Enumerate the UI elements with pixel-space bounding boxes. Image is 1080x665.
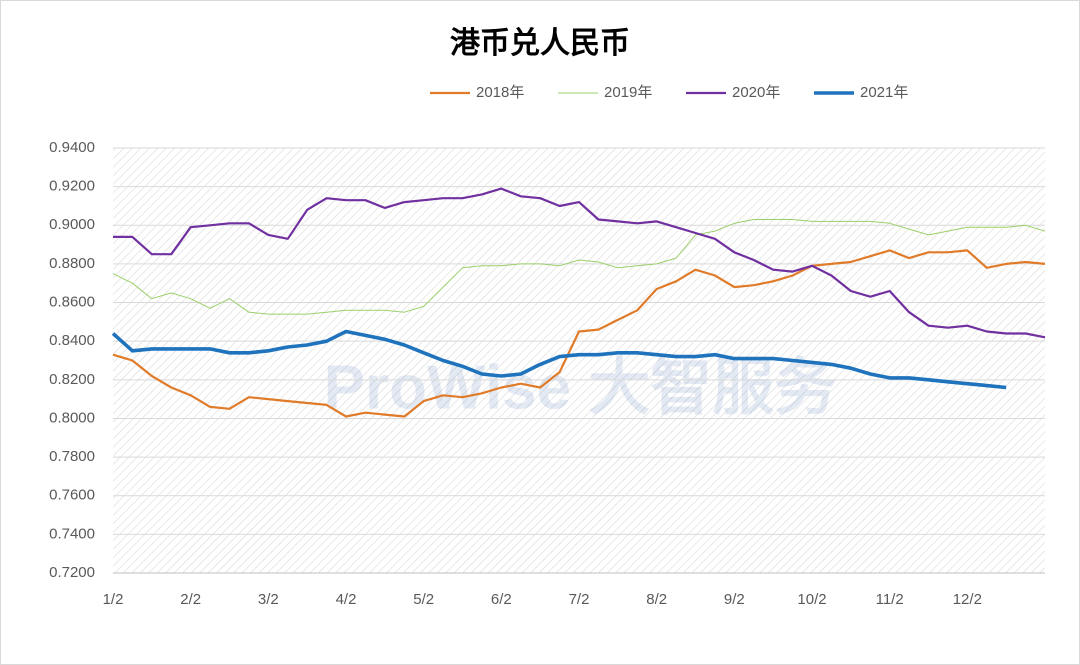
y-tick-label: 0.7400: [49, 525, 95, 542]
x-tick-label: 6/2: [491, 591, 512, 608]
y-tick-label: 0.8800: [49, 255, 95, 272]
y-tick-label: 0.9200: [49, 178, 95, 195]
x-tick-label: 4/2: [336, 591, 357, 608]
x-tick-label: 5/2: [413, 591, 434, 608]
x-tick-label: 7/2: [569, 591, 590, 608]
y-tick-label: 0.7600: [49, 487, 95, 504]
series-line: [113, 187, 1046, 339]
y-tick-label: 0.8200: [49, 371, 95, 388]
x-tick-label: 9/2: [724, 591, 745, 608]
legend-label: 2018年: [476, 84, 524, 101]
series-line: [112, 249, 1046, 418]
x-tick-label: 10/2: [797, 591, 826, 608]
legend-label: 2020年: [732, 84, 780, 101]
watermark: ProWise 大智服务: [324, 353, 837, 422]
y-tick-label: 0.7800: [49, 448, 95, 465]
y-tick-label: 0.9000: [49, 216, 95, 233]
x-tick-label: 8/2: [646, 591, 667, 608]
legend-label: 2019年: [604, 84, 652, 101]
x-tick-label: 12/2: [953, 591, 982, 608]
series-line: [111, 329, 1007, 390]
y-tick-label: 0.7200: [49, 564, 95, 581]
x-tick-label: 11/2: [876, 591, 904, 608]
x-tick-label: 2/2: [180, 591, 201, 608]
y-tick-label: 0.8000: [49, 409, 95, 426]
y-tick-label: 0.8400: [49, 332, 95, 349]
plot-area: [113, 148, 1045, 573]
chart-title: 港币兑人民币: [450, 27, 630, 60]
x-tick-label: 3/2: [258, 591, 279, 608]
series-line: [112, 219, 1046, 315]
legend-label: 2021年: [860, 84, 908, 101]
x-tick-label: 1/2: [103, 591, 124, 608]
y-tick-label: 0.8600: [49, 294, 95, 311]
y-tick-label: 0.9400: [49, 139, 95, 156]
